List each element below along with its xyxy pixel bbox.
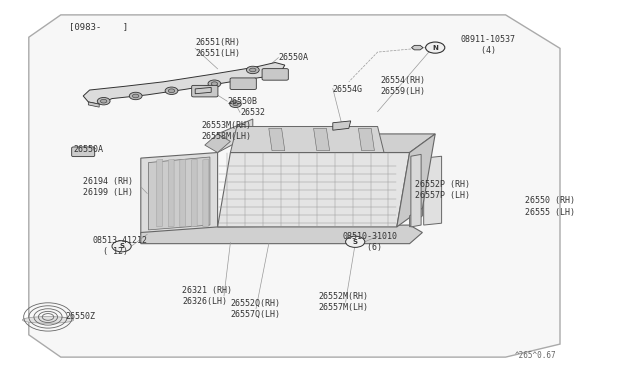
Text: S: S [353, 239, 358, 245]
Polygon shape [203, 159, 209, 227]
Polygon shape [83, 62, 285, 104]
Polygon shape [88, 102, 99, 107]
Polygon shape [358, 128, 374, 151]
Text: 26532: 26532 [240, 108, 265, 117]
FancyBboxPatch shape [262, 68, 288, 80]
Polygon shape [411, 154, 421, 227]
Text: ^265^0.67: ^265^0.67 [515, 351, 557, 360]
Circle shape [168, 89, 175, 93]
Circle shape [211, 82, 218, 86]
FancyBboxPatch shape [192, 86, 218, 97]
Text: 26551(RH)
26551(LH): 26551(RH) 26551(LH) [195, 38, 240, 58]
Circle shape [246, 66, 259, 74]
Circle shape [132, 94, 139, 98]
Polygon shape [157, 159, 163, 227]
Polygon shape [218, 153, 410, 227]
Polygon shape [141, 225, 422, 244]
Polygon shape [195, 87, 211, 94]
Text: 08911-10537
    (4): 08911-10537 (4) [461, 35, 516, 55]
Circle shape [426, 42, 445, 53]
Polygon shape [410, 208, 422, 227]
Text: S: S [119, 243, 124, 249]
Text: 26194 (RH)
26199 (LH): 26194 (RH) 26199 (LH) [83, 177, 133, 197]
Text: 26550B: 26550B [227, 97, 257, 106]
Text: 26554G: 26554G [333, 85, 363, 94]
Text: 26550A: 26550A [74, 145, 104, 154]
Text: 26550 (RH)
26555 (LH): 26550 (RH) 26555 (LH) [525, 196, 575, 217]
Circle shape [250, 68, 256, 72]
Text: 26554(RH)
26559(LH): 26554(RH) 26559(LH) [381, 76, 426, 96]
Text: 26553M(RH)
26558M(LH): 26553M(RH) 26558M(LH) [202, 121, 252, 141]
Circle shape [129, 92, 142, 100]
Polygon shape [218, 119, 253, 153]
Text: 26550A: 26550A [278, 53, 308, 62]
Circle shape [208, 80, 221, 87]
Text: 08513-41212
  ( 12): 08513-41212 ( 12) [93, 236, 148, 256]
Circle shape [233, 103, 238, 106]
Polygon shape [230, 134, 435, 153]
Polygon shape [412, 45, 423, 50]
Polygon shape [269, 128, 285, 151]
Circle shape [165, 87, 178, 94]
Polygon shape [205, 134, 230, 153]
Text: 26552M(RH)
26557M(LH): 26552M(RH) 26557M(LH) [319, 292, 369, 312]
Text: 26552Q(RH)
26557Q(LH): 26552Q(RH) 26557Q(LH) [230, 299, 280, 319]
Text: 26550Z: 26550Z [66, 312, 96, 321]
Text: 08510-31010
     (6): 08510-31010 (6) [342, 232, 397, 252]
Circle shape [230, 101, 241, 108]
Text: N: N [432, 45, 438, 51]
Polygon shape [141, 153, 218, 234]
Polygon shape [230, 126, 384, 153]
Text: 26552P (RH)
26557P (LH): 26552P (RH) 26557P (LH) [415, 180, 470, 200]
Polygon shape [314, 128, 330, 151]
Polygon shape [333, 121, 351, 130]
Polygon shape [29, 15, 560, 357]
Polygon shape [168, 159, 174, 227]
Text: [0983-    ]: [0983- ] [69, 22, 128, 31]
Circle shape [346, 236, 365, 247]
Circle shape [112, 241, 131, 252]
FancyBboxPatch shape [72, 147, 95, 157]
Polygon shape [191, 159, 197, 227]
Polygon shape [424, 156, 442, 225]
Circle shape [100, 99, 107, 103]
Polygon shape [180, 159, 186, 227]
Text: 26321 (RH)
26326(LH): 26321 (RH) 26326(LH) [182, 286, 232, 306]
Polygon shape [148, 157, 210, 230]
Circle shape [97, 97, 110, 105]
Ellipse shape [22, 317, 74, 323]
Polygon shape [397, 134, 435, 227]
FancyBboxPatch shape [230, 78, 256, 89]
